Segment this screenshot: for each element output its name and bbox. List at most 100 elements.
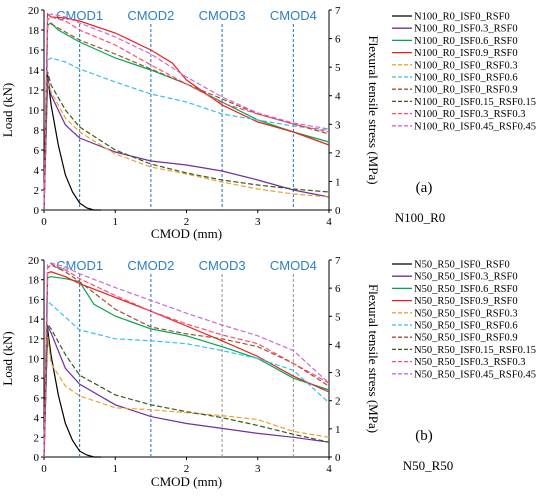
p1-y-tick-label: 4 [34,165,40,177]
p1-cmod-marker-label: CMOD3 [199,8,246,23]
p2-x-tick-label: 2 [184,463,190,475]
p2-y-axis-title: Load (kN) [0,331,15,386]
p2-cmod-marker-label: CMOD2 [127,258,174,273]
p2-series-line [43,263,330,458]
p2-y-tick-label: 20 [28,255,40,267]
p1-cmod-marker-label: CMOD2 [127,8,174,23]
p2-legend-label: N50_R50_ISF0.45_RSF0.45 [414,369,536,380]
p2-y2-tick-label: 0 [335,452,341,464]
p2-panel-label: (b) [415,428,433,444]
p1-y-tick-label: 12 [28,85,39,97]
p1-y2-tick-label: 0 [335,205,341,217]
p2-series-line [43,262,330,458]
p1-y-tick-label: 14 [28,65,40,77]
p2-series-line [43,300,330,458]
p1-series-line [43,57,330,211]
p2-series-line [43,276,330,458]
p2-y-tick-label: 0 [34,452,40,464]
p1-y-tick-label: 10 [28,105,40,117]
p1-x-tick-label: 1 [113,216,119,228]
p2-y-tick-label: 6 [34,393,40,405]
p2-legend-label: N50_R50_ISF0.15_RSF0.15 [414,345,536,356]
p1-y2-tick-label: 5 [335,62,341,74]
p1-series-line [43,74,101,211]
p2-y2-tick-label: 4 [335,339,341,351]
p1-x-axis-title: CMOD (mm) [151,226,222,241]
p2-cmod-marker-label: CMOD4 [270,258,317,273]
p2-series-line [43,271,330,458]
p2-y-tick-label: 18 [28,275,40,287]
p1-legend-label: N100_R0_ISF0.3_RSF0 [414,24,518,35]
p2-y2-tick-label: 3 [335,368,341,380]
p1-panel-label: (a) [416,180,433,196]
p2-y2-tick-label: 7 [335,255,341,267]
p2-series-line [43,325,330,458]
p2-y-tick-label: 14 [28,314,40,326]
p1-legend-label: N100_R0_ISF0_RSF0 [414,12,510,23]
p2-legend-label: N50_R50_ISF0_RSF0 [414,260,510,271]
p1-y2-tick-label: 4 [335,91,341,103]
p1-y2-tick-label: 2 [335,148,341,160]
p1-y2-tick-label: 7 [335,5,341,17]
p2-y-tick-label: 12 [28,334,39,346]
p2-x-axis-title: CMOD (mm) [151,474,222,489]
p1-legend-label: N100_R0_ISF0_RSF0.3 [414,60,518,71]
p1-y2-axis-title: Flexural tensile stress (MPa) [366,35,381,184]
p1-y-tick-label: 2 [34,185,40,197]
p1-series-line [43,71,330,211]
p2-panel-name: N50_R50 [403,458,454,473]
p1-y2-tick-label: 1 [335,176,341,188]
p2-x-tick-label: 3 [255,463,261,475]
p1-y2-tick-label: 6 [335,34,341,46]
p2-legend-label: N50_R50_ISF0.6_RSF0 [414,284,518,295]
p1-cmod-marker-label: CMOD1 [56,8,103,23]
p1-legend-label: N100_R0_ISF0.9_RSF0 [414,48,518,59]
p2-legend-label: N50_R50_ISF0_RSF0.3 [414,308,518,319]
p2-x-tick-label: 0 [41,463,47,475]
p1-series-line [43,23,330,211]
p1-y2-tick-label: 3 [335,119,341,131]
p1-series-line [43,22,330,211]
p2-legend-label: N50_R50_ISF0_RSF0.9 [414,333,518,344]
p2-y2-tick-label: 2 [335,396,341,408]
p2-legend-label: N50_R50_ISF0.3_RSF0.3 [414,357,525,368]
p2-series-line [43,322,330,458]
p1-series-line [43,12,330,211]
p2-y-tick-label: 10 [28,354,40,366]
p2-cmod-marker-label: CMOD3 [199,258,246,273]
p2-cmod-marker-label: CMOD1 [56,258,103,273]
p1-series-line [43,13,330,211]
p2-x-tick-label: 1 [113,463,119,475]
p1-x-tick-label: 3 [255,216,261,228]
p1-y-tick-label: 16 [28,45,40,57]
p1-legend-label: N100_R0_ISF0.3_RSF0.3 [414,109,525,120]
p1-cmod-marker-label: CMOD4 [270,8,317,23]
p2-series-line [43,335,330,458]
p2-legend-label: N50_R50_ISF0.3_RSF0 [414,272,518,283]
p1-legend-label: N100_R0_ISF0_RSF0.9 [414,85,518,96]
p2-y-tick-label: 4 [34,413,40,425]
p1-y-tick-label: 6 [34,145,40,157]
p1-y-axis-title: Load (kN) [0,83,15,138]
p1-series-line [43,76,330,211]
p1-x-tick-label: 4 [326,216,332,228]
p1-series-line [43,16,330,211]
p2-y-tick-label: 8 [34,373,40,385]
p1-series-line [43,81,330,211]
p1-y-tick-label: 18 [28,25,40,37]
p1-x-tick-label: 2 [184,216,190,228]
p1-legend-label: N100_R0_ISF0.15_RSF0.15 [414,97,536,108]
p1-legend-label: N100_R0_ISF0.45_RSF0.45 [414,121,536,132]
p1-x-tick-label: 0 [41,216,47,228]
p2-y2-tick-label: 1 [335,424,341,436]
p2-y2-tick-label: 6 [335,283,341,295]
p2-y-tick-label: 2 [34,432,40,444]
p2-series-line [43,328,101,458]
p1-y-tick-label: 20 [28,5,40,17]
p1-panel-name: N100_R0 [395,210,446,225]
p2-y2-tick-label: 5 [335,311,341,323]
p2-legend-label: N50_R50_ISF0.9_RSF0 [414,296,518,307]
p1-legend-label: N100_R0_ISF0_RSF0.6 [414,73,518,84]
p2-x-tick-label: 4 [326,463,332,475]
